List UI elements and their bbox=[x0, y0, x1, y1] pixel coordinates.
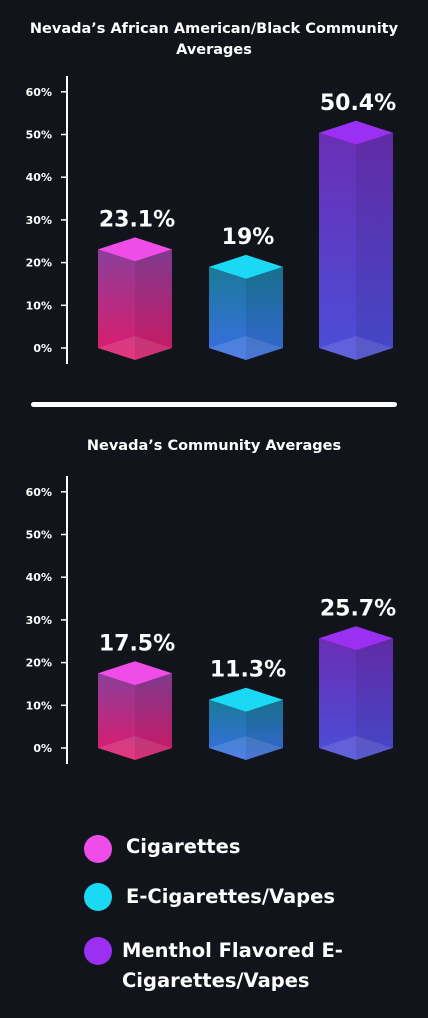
data-label-menthol: 25.7% bbox=[320, 596, 396, 621]
bar-top-menthol bbox=[319, 120, 393, 145]
bar-body-menthol bbox=[319, 132, 393, 360]
bar-chart-black-community: 0% 10% 20% 30% 40% 50% 60% 23.1% 19% 50.4% bbox=[26, 76, 396, 364]
bar-side-vapes bbox=[246, 699, 283, 760]
bar-side-cigarettes bbox=[135, 673, 172, 760]
bar-menthol bbox=[319, 120, 393, 360]
y-tick-label: 20% bbox=[26, 257, 52, 270]
bar-cigarettes bbox=[98, 661, 172, 760]
y-tick-label: 30% bbox=[26, 214, 52, 227]
bar-vapes bbox=[209, 254, 283, 360]
bar-bottom-cigarettes bbox=[98, 336, 172, 360]
bar-side-menthol bbox=[356, 132, 393, 360]
y-tick-label: 40% bbox=[26, 571, 52, 584]
y-tick-label: 50% bbox=[26, 129, 52, 142]
bar-body-cigarettes bbox=[98, 249, 172, 360]
y-tick-label: 0% bbox=[33, 742, 52, 755]
bar-bottom-menthol bbox=[319, 736, 393, 760]
y-tick-label: 20% bbox=[26, 657, 52, 670]
y-tick-label: 60% bbox=[26, 486, 52, 499]
data-label-menthol: 50.4% bbox=[320, 91, 396, 116]
legend-item-vapes: E-Cigarettes/Vapes bbox=[0, 882, 428, 922]
y-tick-label: 30% bbox=[26, 614, 52, 627]
data-label-vapes: 19% bbox=[222, 225, 275, 250]
bar-top-cigarettes bbox=[98, 237, 172, 262]
bar-side-cigarettes bbox=[135, 249, 172, 360]
y-tick-label: 50% bbox=[26, 529, 52, 542]
bar-bottom-menthol bbox=[319, 336, 393, 360]
bar-top-vapes bbox=[209, 254, 283, 279]
bar-bottom-cigarettes bbox=[98, 736, 172, 760]
bar-top-menthol bbox=[319, 626, 393, 651]
bar-bottom-vapes bbox=[209, 736, 283, 760]
legend-item-menthol: Menthol Flavored E-Cigarettes/Vapes bbox=[0, 936, 428, 992]
chart-title-black-community: Nevada’s African American/Black Communit… bbox=[29, 21, 399, 58]
legend-label-cigarettes: Cigarettes bbox=[126, 835, 241, 858]
bar-top-cigarettes bbox=[98, 661, 172, 686]
data-label-cigarettes: 17.5% bbox=[99, 631, 175, 656]
legend-swatch-menthol bbox=[84, 937, 112, 965]
y-tick-label: 60% bbox=[26, 86, 52, 99]
y-tick-label: 10% bbox=[26, 299, 52, 312]
chart-title-community: Nevada’s Community Averages bbox=[86, 438, 342, 454]
bar-bottom-vapes bbox=[209, 336, 283, 360]
bar-side-menthol bbox=[356, 638, 393, 760]
bar-body-vapes bbox=[209, 266, 283, 360]
y-tick-label: 40% bbox=[26, 171, 52, 184]
legend-swatch-cigarettes bbox=[84, 835, 112, 863]
data-label-cigarettes: 23.1% bbox=[99, 207, 175, 232]
legend-label-vapes: E-Cigarettes/Vapes bbox=[126, 885, 335, 908]
y-tick-label: 0% bbox=[33, 342, 52, 355]
bar-side-vapes bbox=[246, 266, 283, 360]
bar-body-menthol bbox=[319, 638, 393, 760]
bar-vapes bbox=[209, 687, 283, 760]
bar-menthol bbox=[319, 626, 393, 760]
legend-swatch-vapes bbox=[84, 883, 112, 911]
section-divider bbox=[31, 402, 397, 407]
bar-body-cigarettes bbox=[98, 673, 172, 760]
legend-item-cigarettes: Cigarettes bbox=[0, 826, 428, 866]
bar-body-vapes bbox=[209, 699, 283, 760]
y-tick-label: 10% bbox=[26, 699, 52, 712]
legend-label-menthol: Menthol Flavored E-Cigarettes/Vapes bbox=[122, 939, 343, 992]
bar-cigarettes bbox=[98, 237, 172, 360]
data-label-vapes: 11.3% bbox=[210, 658, 286, 683]
bar-top-vapes bbox=[209, 687, 283, 712]
bar-chart-community: 0% 10% 20% 30% 40% 50% 60% 17.5% 11.3% 25.7% bbox=[26, 476, 396, 764]
